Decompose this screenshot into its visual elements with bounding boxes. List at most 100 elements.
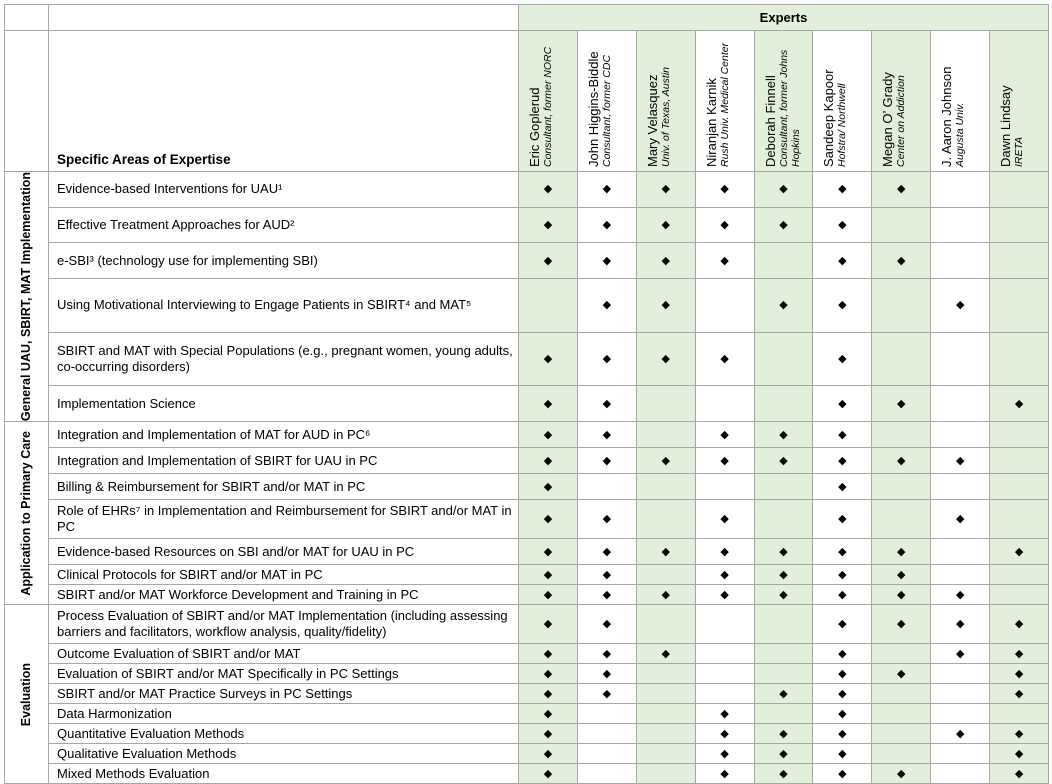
empty-cell [930, 242, 991, 280]
empty-cell [753, 385, 814, 423]
empty-cell [635, 499, 696, 540]
expert-header: Mary Velasquez Univ. of Texas, Austin [635, 30, 696, 172]
expertise-mark: ◆ [753, 278, 814, 333]
empty-cell [753, 473, 814, 501]
expertise-mark: ◆ [753, 743, 814, 765]
expertise-mark: ◆ [635, 171, 696, 208]
expertise-mark: ◆ [518, 643, 578, 665]
areas-title: Specific Areas of Expertise [48, 30, 519, 172]
empty-cell [753, 604, 814, 645]
empty-cell [635, 421, 696, 449]
expertise-mark: ◆ [518, 683, 578, 705]
area-label: Effective Treatment Approaches for AUD² [48, 206, 519, 244]
expertise-mark: ◆ [635, 242, 696, 280]
expertise-mark: ◆ [518, 538, 578, 566]
empty-cell [518, 278, 578, 333]
expertise-mark: ◆ [576, 663, 637, 685]
expertise-mark: ◆ [694, 447, 755, 475]
expertise-mark: ◆ [812, 421, 873, 449]
expertise-mark: ◆ [576, 643, 637, 665]
expertise-mark: ◆ [576, 331, 637, 387]
area-label: Integration and Implementation of SBIRT … [48, 447, 519, 475]
expertise-mark: ◆ [753, 171, 814, 208]
expertise-mark: ◆ [518, 331, 578, 387]
expertise-mark: ◆ [635, 643, 696, 665]
empty-cell [930, 206, 991, 244]
expertise-mark: ◆ [753, 763, 814, 784]
section-title: Evaluation [19, 662, 33, 726]
expert-label: Niranjan Karnik Rush Univ. Medical Center [704, 37, 731, 167]
expertise-mark: ◆ [518, 723, 578, 745]
empty-cell [930, 663, 991, 685]
corner-cell [4, 30, 49, 172]
expert-header: Eric Goplerud Consultant, former NORC [518, 30, 578, 172]
expertise-mark: ◆ [694, 538, 755, 566]
empty-cell [989, 331, 1050, 387]
expertise-mark: ◆ [576, 171, 637, 208]
expertise-mark: ◆ [635, 447, 696, 475]
empty-cell [930, 538, 991, 566]
expertise-mark: ◆ [989, 385, 1050, 423]
empty-cell [635, 763, 696, 784]
expertise-mark: ◆ [518, 421, 578, 449]
empty-cell [871, 723, 932, 745]
empty-cell [930, 171, 991, 208]
expert-affiliation: Hofstra/ Northwell [836, 83, 849, 167]
expertise-mark: ◆ [812, 278, 873, 333]
data-row: Application to Primary Care Integration a… [4, 421, 1050, 606]
expertise-mark: ◆ [812, 643, 873, 665]
expertise-mark: ◆ [989, 643, 1050, 665]
empty-cell [635, 473, 696, 501]
expert-name: Dawn Lindsay [998, 85, 1014, 167]
area-label: SBIRT and/or MAT Workforce Development a… [48, 584, 519, 606]
empty-cell [694, 278, 755, 333]
expertise-mark: ◆ [930, 723, 991, 745]
data-row: Integration and Implementation of SBIRT … [5, 447, 1050, 475]
expertise-mark: ◆ [576, 447, 637, 475]
expertise-mark: ◆ [930, 278, 991, 333]
expertise-mark: ◆ [930, 499, 991, 540]
area-label: Qualitative Evaluation Methods [48, 743, 519, 765]
expertise-mark: ◆ [635, 584, 696, 606]
expert-header: Niranjan Karnik Rush Univ. Medical Center [694, 30, 755, 172]
expertise-mark: ◆ [812, 473, 873, 501]
expert-label: Eric Goplerud Consultant, former NORC [527, 37, 554, 167]
data-row: Billing & Reimbursement for SBIRT and/or… [5, 473, 1050, 501]
expert-header: John Higgins-Biddle Consultant, former CD… [576, 30, 637, 172]
expertise-mark: ◆ [871, 385, 932, 423]
expertise-mark: ◆ [989, 663, 1050, 685]
empty-cell [635, 683, 696, 705]
expert-label: Megan O’ Grady Center on Addiction [880, 37, 907, 167]
expert-label: J. Aaron Johnson Augusta Univ. [939, 37, 966, 167]
expert-name: Niranjan Karnik [703, 78, 719, 167]
empty-cell [871, 206, 932, 244]
expertise-mark: ◆ [812, 584, 873, 606]
expert-affiliation: Consultant, former NORC [542, 46, 554, 167]
area-label: Using Motivational Interviewing to Engag… [48, 278, 519, 333]
expert-name: Megan O’ Grady [880, 72, 896, 167]
header-row: Specific Areas of Expertise Eric Goplerud… [4, 30, 1050, 172]
expertise-mark: ◆ [753, 447, 814, 475]
empty-cell [989, 473, 1050, 501]
empty-cell [871, 473, 932, 501]
expert-affiliation: Consultant, former CDC [600, 54, 613, 167]
expert-label: John Higgins-Biddle Consultant, former CD… [586, 37, 613, 167]
empty-cell [576, 723, 637, 745]
empty-cell [989, 584, 1050, 606]
empty-cell [871, 278, 932, 333]
data-row: Evaluation Process Evaluation of SBIRT an… [4, 604, 1050, 784]
expertise-mark: ◆ [576, 206, 637, 244]
expert-header: J. Aaron Johnson Augusta Univ. [930, 30, 991, 172]
empty-cell [694, 683, 755, 705]
expertise-mark: ◆ [694, 584, 755, 606]
expertise-mark: ◆ [812, 242, 873, 280]
expertise-table: Experts Specific Areas of Expertise Eric G… [4, 4, 1050, 784]
expertise-mark: ◆ [576, 564, 637, 586]
expertise-mark: ◆ [518, 385, 578, 423]
data-row: Outcome Evaluation of SBIRT and/or MAT ◆ ◆… [5, 643, 1050, 665]
empty-cell [989, 278, 1050, 333]
expertise-mark: ◆ [989, 683, 1050, 705]
expertise-mark: ◆ [518, 743, 578, 765]
expertise-mark: ◆ [989, 538, 1050, 566]
expertise-mark: ◆ [812, 538, 873, 566]
